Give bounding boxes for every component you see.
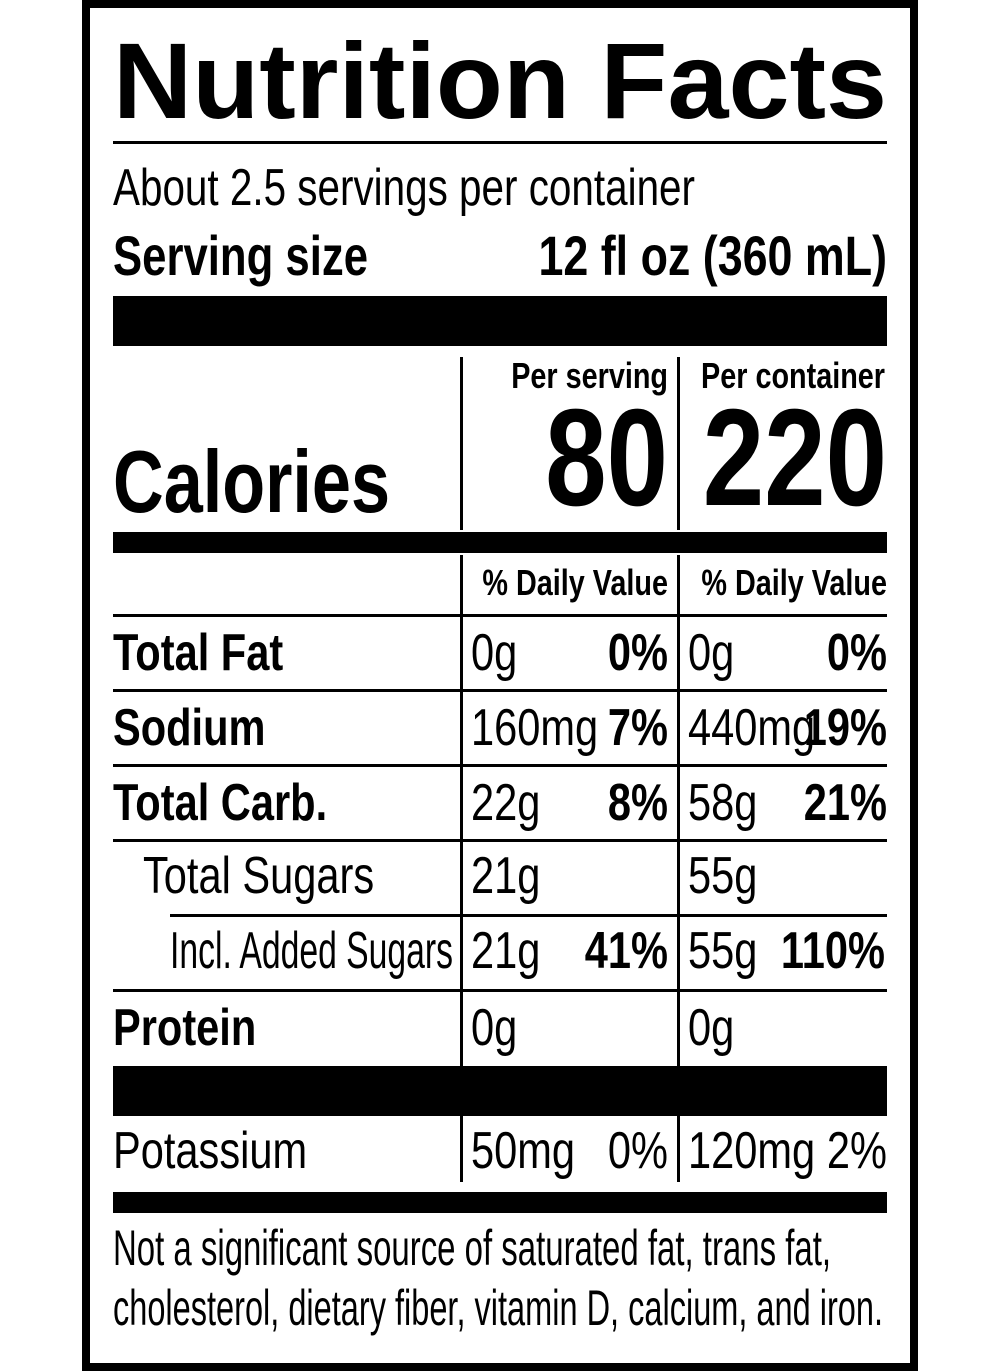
rule xyxy=(113,764,887,767)
nutrient-name: Potassium xyxy=(113,1121,307,1180)
amount: 0g xyxy=(688,623,734,682)
daily-value: 0% xyxy=(827,623,887,682)
amount: 21g xyxy=(471,921,540,980)
servings: About 2.5 servings per container xyxy=(113,159,695,217)
dv-header: % Daily Value xyxy=(701,562,887,603)
nutrient-name: Protein xyxy=(113,998,256,1057)
column-header: Per serving xyxy=(511,355,668,396)
daily-value: 21% xyxy=(804,773,887,832)
thick-bar xyxy=(113,1192,887,1213)
column-dividers xyxy=(460,357,680,1182)
calories-label: Calories xyxy=(113,432,390,531)
nutrient-name: Sodium xyxy=(113,698,266,757)
amount: 440mg xyxy=(688,698,815,757)
thick-bar xyxy=(113,1066,887,1116)
daily-value: 0% xyxy=(608,623,668,682)
amount: 0g xyxy=(471,998,517,1057)
amount: 0g xyxy=(688,998,734,1057)
daily-value: 7% xyxy=(608,698,668,757)
amount: 55g xyxy=(688,921,757,980)
border xyxy=(82,0,918,1371)
nutrient-name: Total Carb. xyxy=(113,773,327,832)
daily-value: 2% xyxy=(827,1121,887,1180)
serving-size-value: 12 fl oz (360 mL) xyxy=(539,224,887,287)
calories-value: 80 xyxy=(545,381,668,534)
daily-value: 41% xyxy=(585,921,668,980)
thick-bar xyxy=(113,532,887,553)
amount: 22g xyxy=(471,773,540,832)
nutrient-name: Total Fat xyxy=(113,623,283,682)
rule xyxy=(113,689,887,692)
column-header: Per container xyxy=(701,355,885,396)
daily-value: 8% xyxy=(608,773,668,832)
amount: 50mg xyxy=(471,1121,575,1180)
calories-value: 220 xyxy=(703,381,887,534)
daily-value: 110% xyxy=(781,921,885,980)
amount: 160mg xyxy=(471,698,598,757)
daily-value: 0% xyxy=(608,1121,668,1180)
rule xyxy=(113,614,887,617)
title: Nutrition Facts xyxy=(113,20,887,141)
amount: 120mg xyxy=(688,1121,815,1180)
amount: 0g xyxy=(471,623,517,682)
thick-bar xyxy=(113,296,887,346)
rule xyxy=(113,989,887,992)
nutrient-name: Total Sugars xyxy=(143,846,374,905)
amount: 58g xyxy=(688,773,757,832)
amount: 55g xyxy=(688,846,757,905)
footnote: cholesterol, dietary fiber, vitamin D, c… xyxy=(113,1280,883,1336)
dv-header: % Daily Value xyxy=(482,562,668,603)
rule xyxy=(113,141,887,144)
rule xyxy=(170,914,887,917)
rule xyxy=(113,839,887,842)
amount: 21g xyxy=(471,846,540,905)
nutrient-name: Incl. Added Sugars xyxy=(170,922,453,980)
daily-value: 19% xyxy=(804,698,887,757)
serving-size-label: Serving size xyxy=(113,224,368,287)
footnote: Not a significant source of saturated fa… xyxy=(113,1220,831,1276)
